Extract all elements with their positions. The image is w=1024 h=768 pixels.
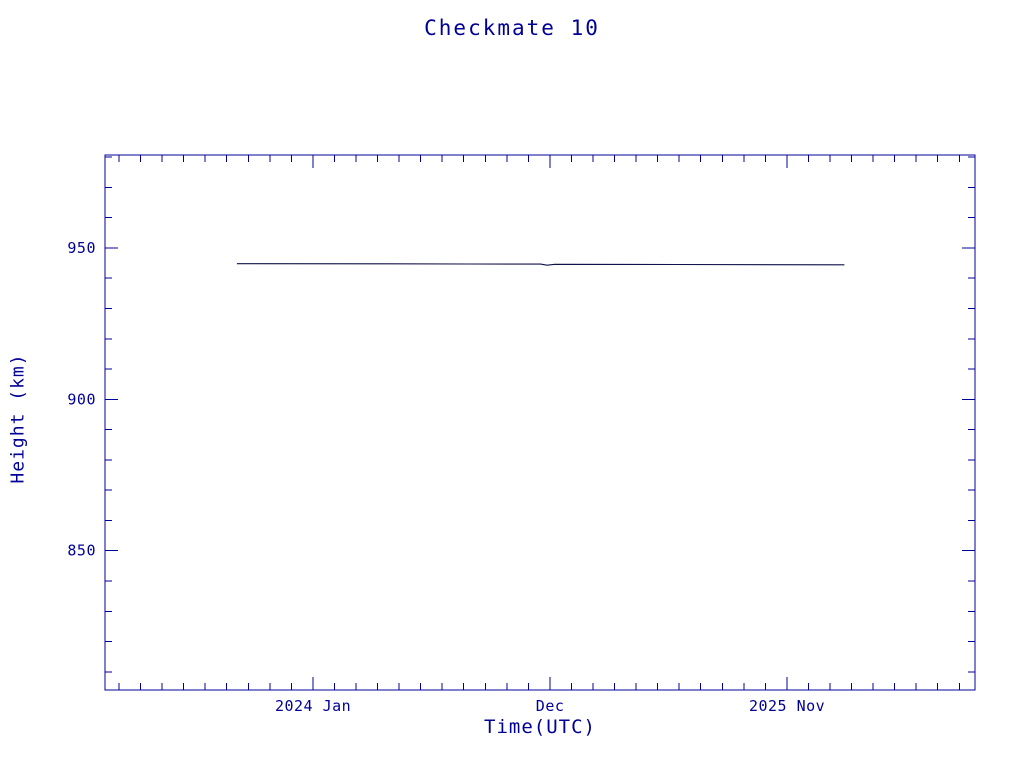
x-tick-label: Dec [536,697,565,715]
y-tick-label: 850 [67,542,96,560]
plot-frame [104,154,976,691]
x-axis-label: Time(UTC) [484,716,596,738]
axis-ticks [105,155,975,690]
x-tick-label: 2025 Nov [749,697,825,715]
tick-labels: 2024 Jan Dec 2025 Nov 850 900 950 [67,239,825,715]
series-line-height-km [236,263,845,266]
x-tick-label: 2024 Jan [275,697,351,715]
y-tick-label: 950 [67,239,96,257]
y-tick-label: 900 [67,390,96,408]
chart-title: Checkmate 10 [424,16,600,40]
